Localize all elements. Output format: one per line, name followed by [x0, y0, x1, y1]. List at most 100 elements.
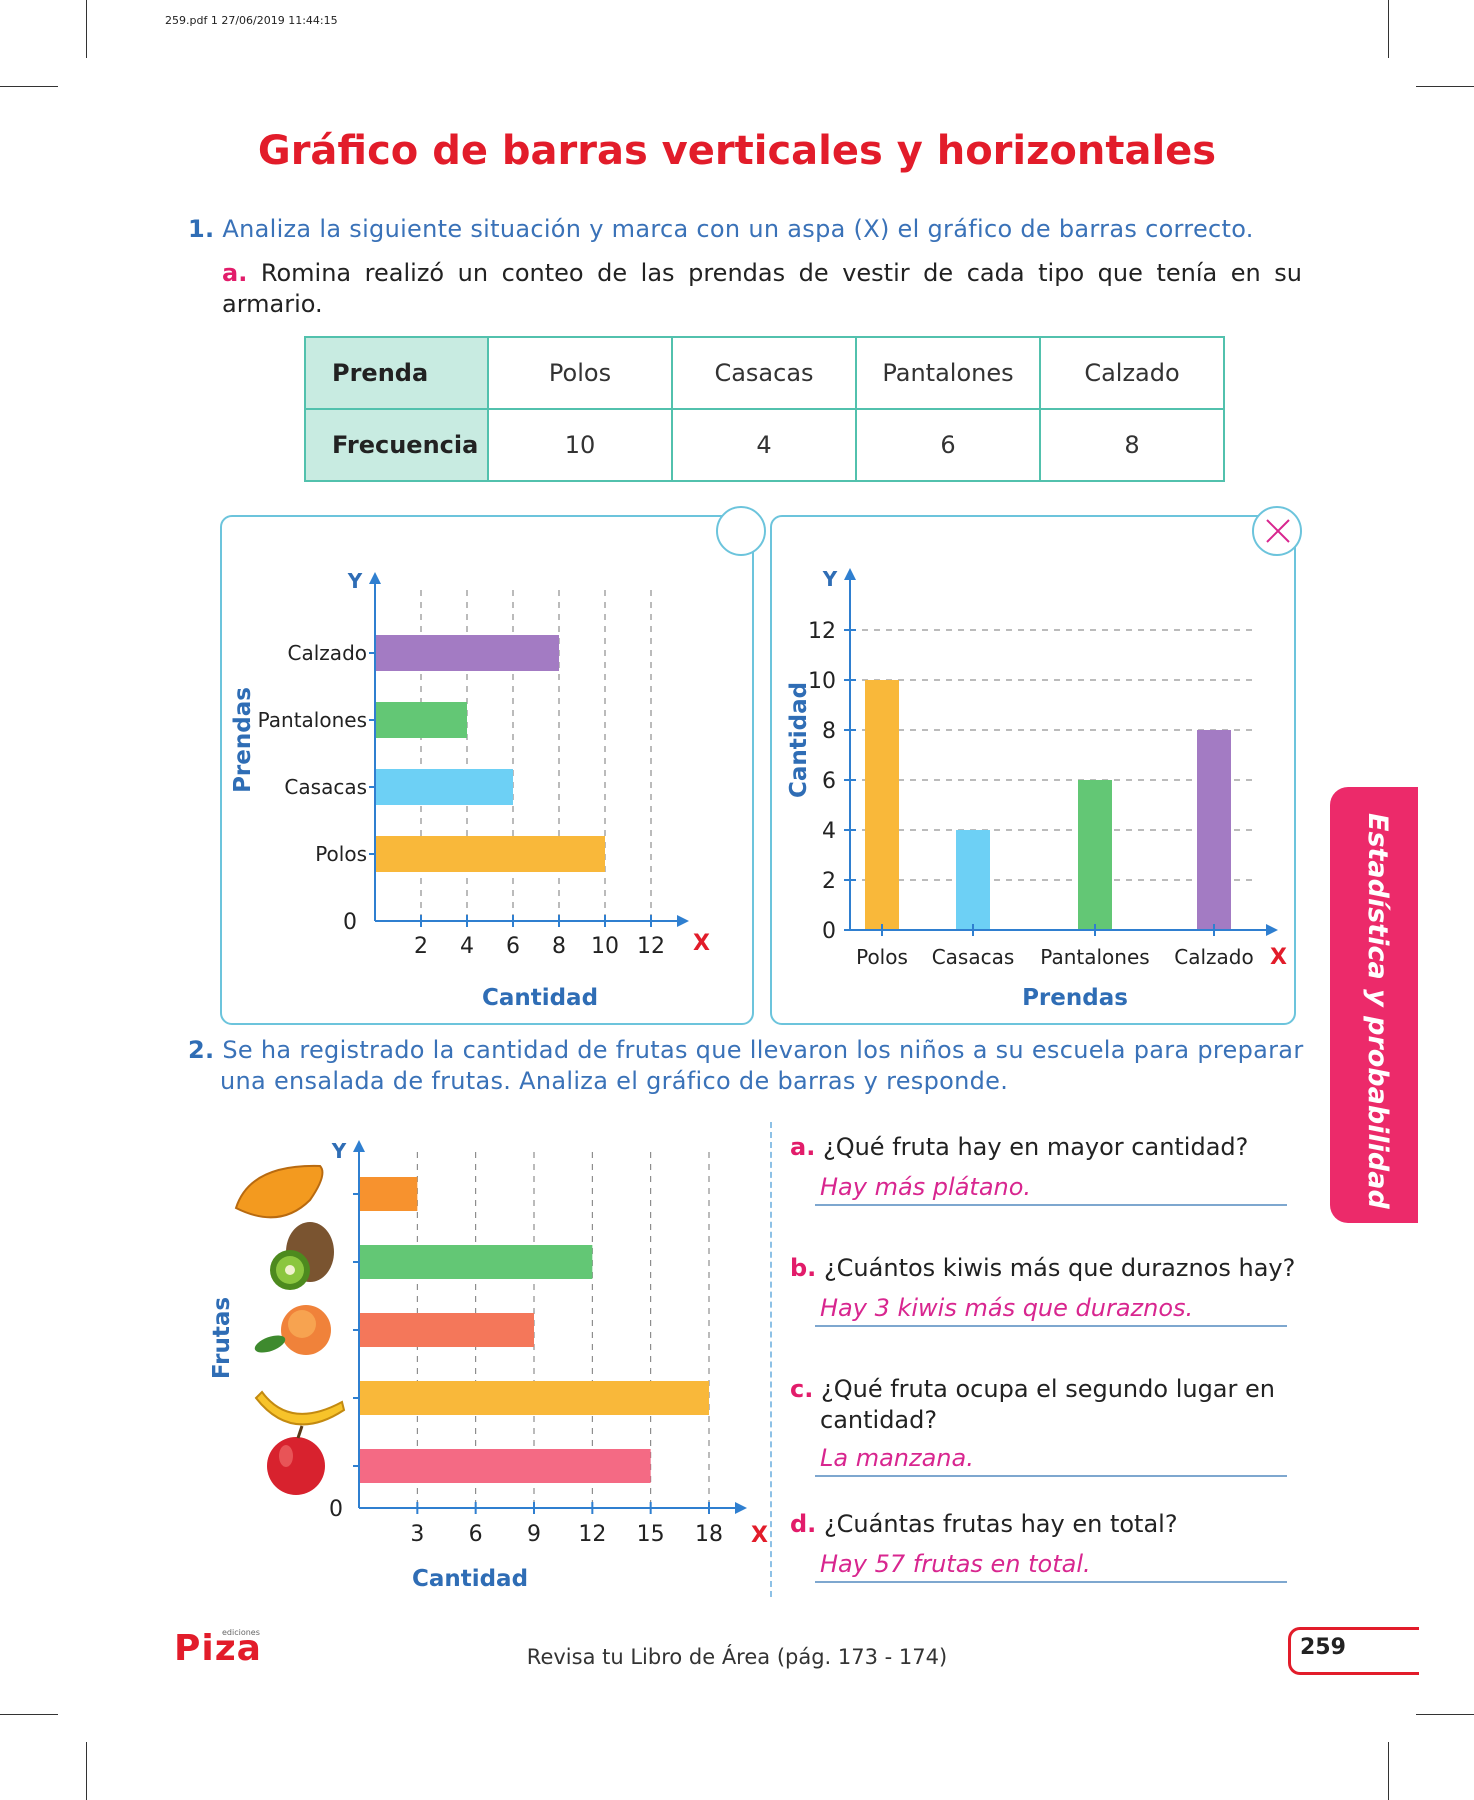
- sub-letter: b.: [790, 1254, 817, 1282]
- y-axis-arrow: [844, 568, 856, 580]
- x-tick-label: 12: [637, 934, 665, 959]
- question-2d: d. ¿Cuántas frutas hay en total?: [790, 1510, 1178, 1538]
- apple-stem: [296, 1425, 304, 1439]
- x-axis-letter: X: [751, 1523, 768, 1548]
- crop-mark: [1416, 1714, 1474, 1715]
- y-tick-label: 4: [822, 819, 836, 844]
- answer-checkbox-marked[interactable]: [1252, 506, 1302, 556]
- sub-letter: a.: [790, 1133, 816, 1161]
- fruit-bar-chart: 3 6 9 12 15 18 Y X 0 Cantidad Frutas: [210, 1139, 768, 1592]
- table-row: Prenda Polos Casacas Pantalones Calzado: [304, 336, 1225, 410]
- question-1: 1. Analiza la siguiente situación y marc…: [188, 215, 1254, 243]
- question-text: ¿Cuántas frutas hay en total?: [823, 1510, 1178, 1538]
- question-text: Analiza la siguiente situación y marca c…: [222, 215, 1254, 243]
- horizontal-bar-chart: 2 4 6 8 10 12 Y X 0 Polos Casacas Pantalones Calzado…: [230, 569, 710, 1011]
- x-tick-label: 6: [506, 934, 520, 959]
- question-2a: a. ¿Qué fruta hay en mayor cantidad?: [790, 1133, 1248, 1161]
- y-axis-arrow: [369, 572, 381, 584]
- x-tick-label: 18: [695, 1522, 723, 1547]
- page-number: 259: [1300, 1635, 1346, 1660]
- publisher-logo: Piza: [174, 1628, 262, 1669]
- y-axis-letter: Y: [822, 567, 838, 591]
- frequency-table: Prenda Polos Casacas Pantalones Calzado …: [304, 336, 1225, 482]
- banana-icon: [254, 1390, 346, 1426]
- crop-mark: [1388, 0, 1389, 58]
- sub-letter: c.: [790, 1375, 814, 1403]
- x-tick-label: 4: [460, 934, 474, 959]
- y-tick-label: 10: [808, 669, 836, 694]
- table-cell: Polos: [487, 336, 673, 410]
- print-slug: 259.pdf 1 27/06/2019 11:44:15: [165, 14, 338, 27]
- table-header: Prenda: [304, 336, 489, 410]
- table-cell: 8: [1039, 408, 1225, 482]
- x-axis-arrow: [677, 915, 689, 927]
- x-tick-label: 8: [552, 934, 566, 959]
- y-tick-label: 2: [822, 869, 836, 894]
- category-label: Casacas: [932, 945, 1015, 969]
- crop-mark: [0, 1714, 58, 1715]
- page-number-box: [1288, 1627, 1419, 1675]
- answer-2c[interactable]: La manzana.: [820, 1444, 974, 1472]
- x-axis-letter: X: [1270, 945, 1287, 970]
- y-tick-label: 12: [808, 619, 836, 644]
- question-text: ¿Qué fruta hay en mayor cantidad?: [822, 1133, 1249, 1161]
- footer-note: Revisa tu Libro de Área (pág. 173 - 174): [526, 1645, 948, 1669]
- y-axis-title: Frutas: [210, 1297, 235, 1379]
- answer-checkbox-empty[interactable]: [716, 506, 766, 556]
- x-axis-letter: X: [693, 931, 710, 956]
- y-tick-label: 8: [822, 719, 836, 744]
- bar: [865, 680, 899, 929]
- table-cell: 4: [671, 408, 857, 482]
- bar: [376, 702, 467, 738]
- x-mark-icon: [1266, 519, 1290, 543]
- bar: [1197, 730, 1231, 929]
- sub-letter: d.: [790, 1510, 817, 1538]
- y-axis-letter: Y: [347, 569, 363, 593]
- category-label: Polos: [315, 842, 367, 866]
- sub-text: Romina realizó un conteo de las prendas …: [222, 259, 1302, 318]
- kiwi-core: [285, 1265, 295, 1275]
- bar: [360, 1381, 709, 1415]
- peach-leaf: [254, 1335, 286, 1353]
- answer-2d[interactable]: Hay 57 frutas en total.: [820, 1550, 1091, 1578]
- origin-label: 0: [329, 1497, 343, 1522]
- question-number: 2.: [188, 1036, 215, 1064]
- question-2b: b. ¿Cuántos kiwis más que duraznos hay?: [790, 1254, 1295, 1282]
- x-tick-label: 10: [591, 934, 619, 959]
- table-cell: 10: [487, 408, 673, 482]
- question-text: ¿Cuántos kiwis más que duraznos hay?: [823, 1254, 1296, 1282]
- question-2: 2. Se ha registrado la cantidad de fruta…: [188, 1035, 1303, 1097]
- category-label: Calzado: [1174, 945, 1253, 969]
- table-cell: Pantalones: [855, 336, 1041, 410]
- answer-2a[interactable]: Hay más plátano.: [820, 1173, 1032, 1201]
- bar: [360, 1177, 418, 1211]
- category-label: Casacas: [284, 775, 367, 799]
- category-label: Pantalones: [258, 708, 367, 732]
- answer-line: [815, 1325, 1287, 1327]
- x-axis-title: Prendas: [1022, 985, 1128, 1011]
- divider: [770, 1122, 772, 1597]
- peach-shine: [288, 1310, 316, 1338]
- y-axis-title: Cantidad: [786, 682, 812, 798]
- bar: [1078, 780, 1112, 929]
- section-tab-label: Estadística y probabilidad: [1362, 813, 1393, 1209]
- category-label: Polos: [856, 945, 908, 969]
- question-number: 1.: [188, 215, 215, 243]
- crop-mark: [0, 86, 58, 87]
- apple-shine: [279, 1445, 293, 1467]
- apple-icon: [267, 1437, 325, 1495]
- x-tick-label: 6: [469, 1522, 483, 1547]
- x-axis-title: Cantidad: [412, 1566, 528, 1592]
- answer-line: [815, 1581, 1287, 1583]
- vertical-bar-chart: 0 2 4 6 8 10 12 Y X Polos Casacas Pantalones Calzado…: [786, 567, 1287, 1011]
- question-text: Se ha registrado la cantidad de frutas q…: [222, 1036, 1304, 1064]
- bar: [956, 830, 990, 929]
- x-tick-label: 2: [414, 934, 428, 959]
- bar: [376, 836, 605, 872]
- x-tick-label: 3: [410, 1522, 424, 1547]
- answer-2b[interactable]: Hay 3 kiwis más que duraznos.: [820, 1294, 1194, 1322]
- x-tick-label: 15: [637, 1522, 665, 1547]
- question-2c: c. ¿Qué fruta ocupa el segundo lugar en …: [790, 1374, 1300, 1436]
- y-axis-arrow: [353, 1140, 365, 1152]
- category-label: Calzado: [288, 641, 367, 665]
